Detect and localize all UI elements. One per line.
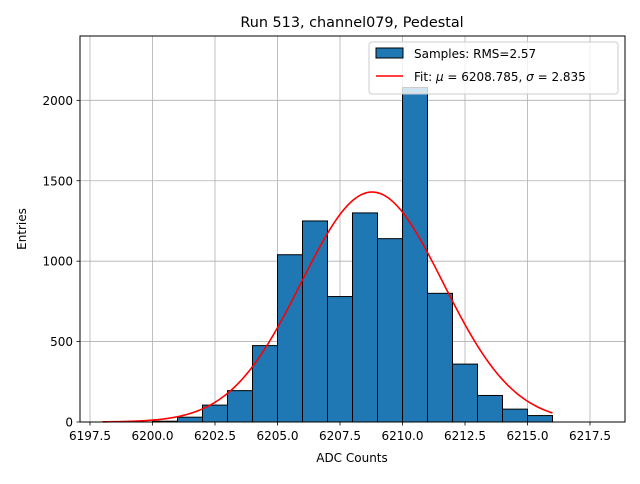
y-axis-label: Entries	[15, 208, 29, 250]
x-tick-label: 6217.5	[569, 429, 611, 443]
x-tick-label: 6205.0	[257, 429, 299, 443]
legend-fit-mu-symbol: μ	[435, 70, 444, 84]
legend-histogram-label: Samples: RMS=2.57	[414, 47, 536, 61]
histogram-bar	[302, 220, 328, 423]
histogram-bars	[152, 86, 553, 423]
legend-fit-label: Fit: μ = 6208.785, σ = 2.835	[414, 70, 586, 84]
legend-histogram-swatch	[375, 47, 404, 59]
x-tick-label: 6210.0	[382, 429, 424, 443]
histogram-bar	[502, 408, 528, 423]
histogram-bar	[452, 363, 478, 423]
x-tick-label: 6200.0	[132, 429, 174, 443]
x-tick-label: 6212.5	[444, 429, 486, 443]
histogram-bar	[227, 390, 253, 423]
histogram-bar	[327, 296, 353, 423]
x-tick-label: 6202.5	[194, 429, 236, 443]
y-tick-label: 500	[50, 335, 73, 349]
y-axis-ticks: 0 500 1000 1500 2000	[42, 94, 80, 430]
legend-fit-mu-value: = 6208.785,	[444, 70, 527, 84]
x-tick-label: 6197.5	[69, 429, 111, 443]
chart-title: Run 513, channel079, Pedestal	[240, 15, 463, 31]
histogram-bar	[427, 292, 453, 423]
histogram-bar	[352, 212, 378, 423]
fit-curve	[102, 191, 553, 423]
fit-curve-group	[102, 191, 553, 423]
x-tick-label: 6207.5	[319, 429, 361, 443]
histogram-bar	[477, 394, 503, 423]
x-axis-ticks: 6197.5 6200.0 6202.5 6205.0 6207.5 6210.0 6212…	[69, 422, 611, 443]
x-axis-label: ADC Counts	[316, 451, 388, 465]
x-tick-label: 6215.0	[507, 429, 549, 443]
histogram-bar	[377, 238, 403, 423]
plot-frame	[79, 35, 626, 423]
histogram-bar	[527, 415, 553, 423]
legend-fit-sigma-value: = 2.835	[534, 70, 586, 84]
y-tick-label: 2000	[42, 94, 73, 108]
histogram-bar	[277, 254, 303, 423]
y-tick-label: 0	[65, 416, 73, 430]
legend: Samples: RMS=2.57 Fit: μ = 6208.785, σ =…	[368, 41, 619, 95]
y-tick-label: 1000	[42, 255, 73, 269]
histogram-bar	[402, 86, 428, 423]
legend-fit-prefix: Fit:	[414, 70, 436, 84]
legend-fit-sigma-symbol: σ	[526, 70, 534, 84]
histogram-bar	[177, 416, 203, 423]
histogram-bar	[252, 345, 278, 423]
y-tick-label: 1500	[42, 174, 73, 188]
legend-box	[368, 41, 619, 95]
